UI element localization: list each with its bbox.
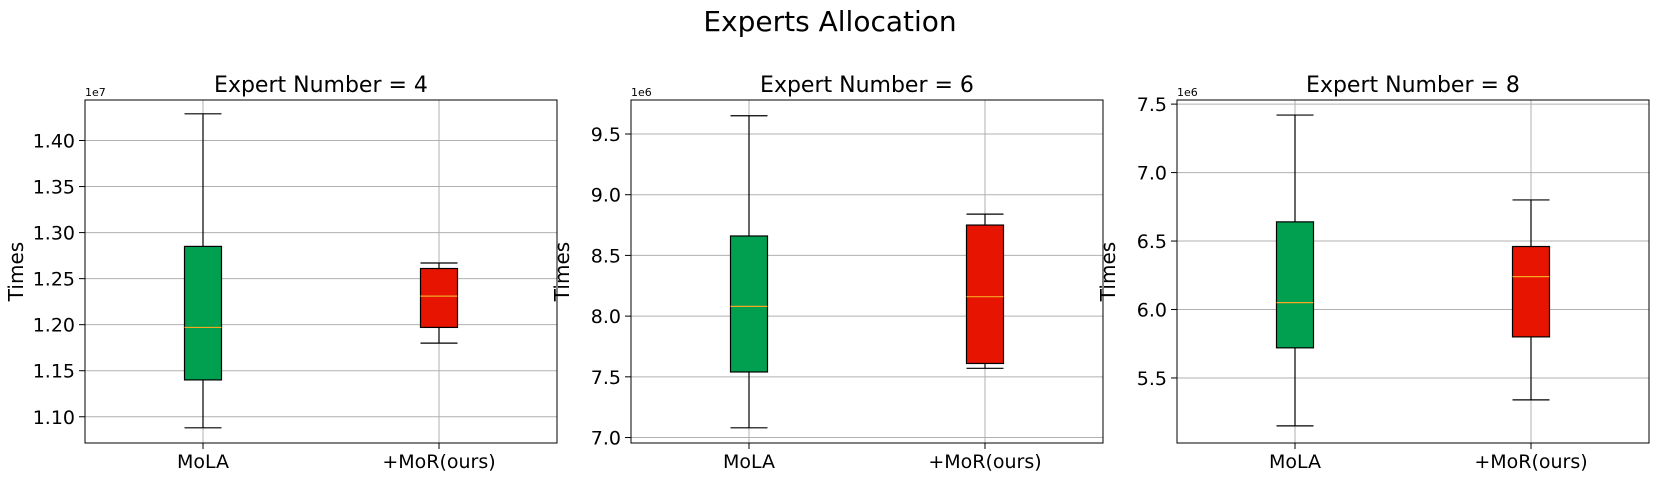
y-tick-label: 1.10 (33, 407, 75, 429)
subplot-title: Expert Number = 8 (1306, 73, 1520, 98)
subplot-2: 7.0 7.5 8.0 8.5 9.0 9.5 MoLA +MoR(ours) Expert N… (550, 73, 1104, 473)
box-mor (965, 213, 1005, 369)
y-tick-label: 7.0 (1137, 163, 1167, 185)
y-tick-label: 7.0 (591, 428, 621, 450)
axes-frame (630, 99, 1104, 444)
figure-title: Experts Allocation (703, 5, 956, 38)
x-tick-label: MoLA (723, 451, 775, 473)
y-tick-label: 7.5 (591, 367, 621, 389)
box-body (729, 235, 769, 373)
y-tick-label: 6.5 (1137, 231, 1167, 253)
box-mola (1275, 114, 1315, 427)
axes-frame (1176, 99, 1650, 444)
y-tick-label: 1.30 (33, 223, 75, 245)
box-mor (419, 262, 459, 344)
x-tick-label: +MoR(ours) (928, 451, 1041, 473)
x-tick-label: MoLA (177, 451, 229, 473)
y-tick-label: 6.0 (1137, 299, 1167, 321)
y-tick-label: 1.40 (33, 131, 75, 153)
y-tick-label: 5.5 (1137, 368, 1167, 390)
box-mor (1511, 199, 1551, 401)
box-mola (183, 113, 223, 429)
box-body (1275, 221, 1315, 349)
x-tick-label: MoLA (1269, 451, 1321, 473)
subplot-title: Expert Number = 6 (760, 73, 974, 98)
subplot-1: 1.10 1.15 1.20 1.25 1.30 1.35 1.40 MoLA +MoR(our… (4, 73, 558, 473)
box-body (965, 224, 1005, 365)
y-tick-label: 1.25 (33, 269, 75, 291)
y-offset-label: 1e7 (85, 86, 106, 99)
y-axis-label: Times (550, 242, 574, 302)
y-tick-label: 7.5 (1137, 94, 1167, 116)
y-tick-label: 1.35 (33, 177, 75, 199)
box-body (183, 245, 223, 381)
y-tick-label: 8.0 (591, 306, 621, 328)
y-tick-label: 1.20 (33, 315, 75, 337)
y-offset-label: 1e6 (1177, 86, 1198, 99)
y-tick-label: 1.15 (33, 361, 75, 383)
y-tick-label: 9.0 (591, 185, 621, 207)
y-offset-label: 1e6 (631, 86, 652, 99)
subplot-title: Expert Number = 4 (214, 73, 428, 98)
x-tick-label: +MoR(ours) (382, 451, 495, 473)
axes-frame (84, 99, 558, 444)
subplot-3: 5.5 6.0 6.5 7.0 7.5 MoLA +MoR(ours) Expert Numb… (1096, 73, 1650, 473)
y-axis-label: Times (1096, 242, 1120, 302)
x-tick-label: +MoR(ours) (1474, 451, 1587, 473)
y-tick-label: 8.5 (591, 245, 621, 267)
y-axis-label: Times (4, 242, 28, 302)
y-tick-label: 9.5 (591, 124, 621, 146)
box-mola (729, 115, 769, 429)
box-body (1511, 245, 1551, 338)
box-body (419, 267, 459, 329)
